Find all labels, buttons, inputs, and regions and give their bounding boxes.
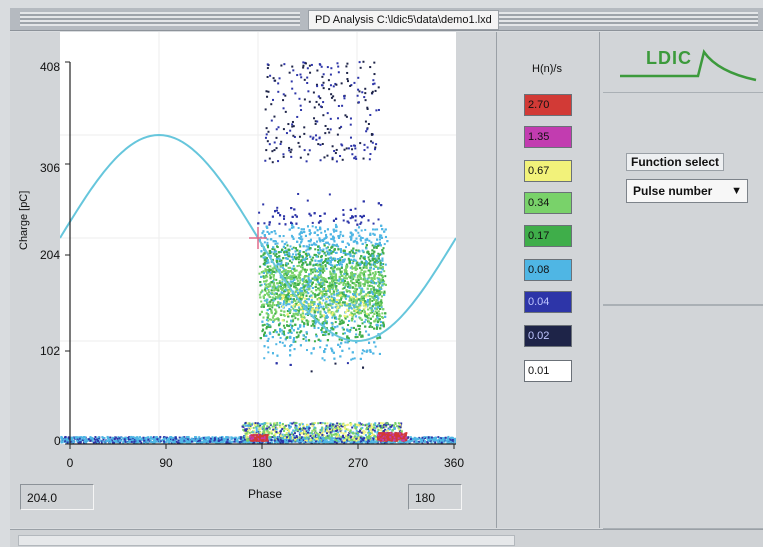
right-panel bbox=[600, 32, 763, 528]
title-bar-stripes-right bbox=[498, 12, 758, 26]
